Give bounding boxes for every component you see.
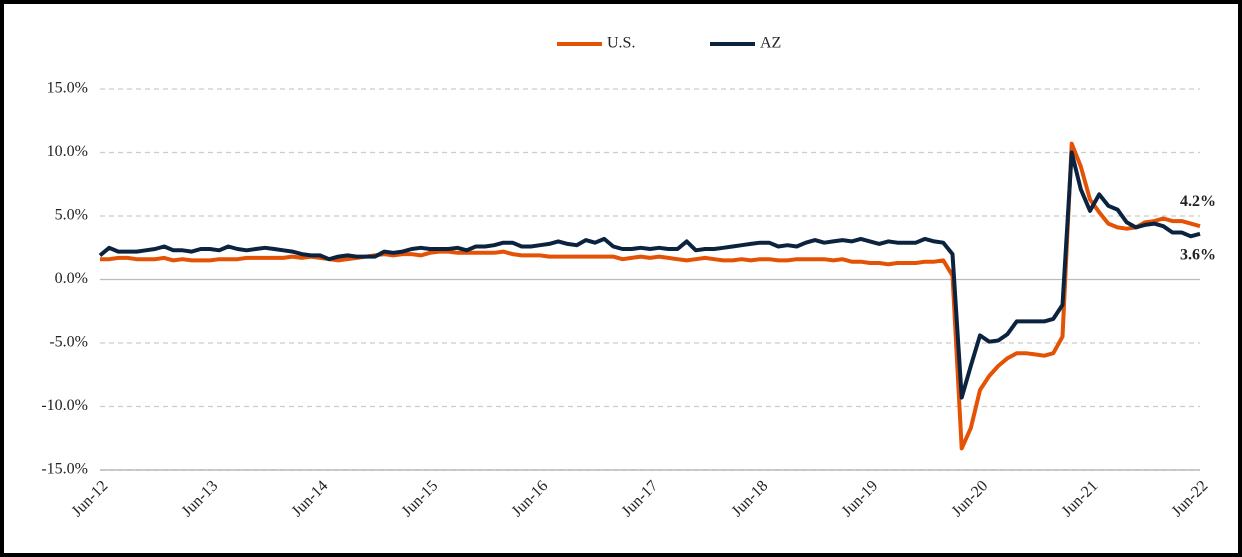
y-tick-label: -15.0% [41, 461, 88, 478]
y-tick-label: -5.0% [49, 334, 88, 351]
y-tick-label: 0.0% [55, 270, 88, 287]
value-label: 3.6% [1180, 246, 1216, 263]
legend-label: AZ [760, 35, 781, 52]
y-tick-label: 15.0% [47, 80, 88, 97]
y-tick-label: -10.0% [41, 397, 88, 414]
series-line [98, 150, 1201, 400]
legend-label: U.S. [607, 35, 635, 52]
series-line [100, 141, 1201, 451]
y-tick-label: 5.0% [55, 207, 88, 224]
y-tick-label: 10.0% [47, 143, 88, 160]
value-label: 4.2% [1180, 193, 1216, 210]
